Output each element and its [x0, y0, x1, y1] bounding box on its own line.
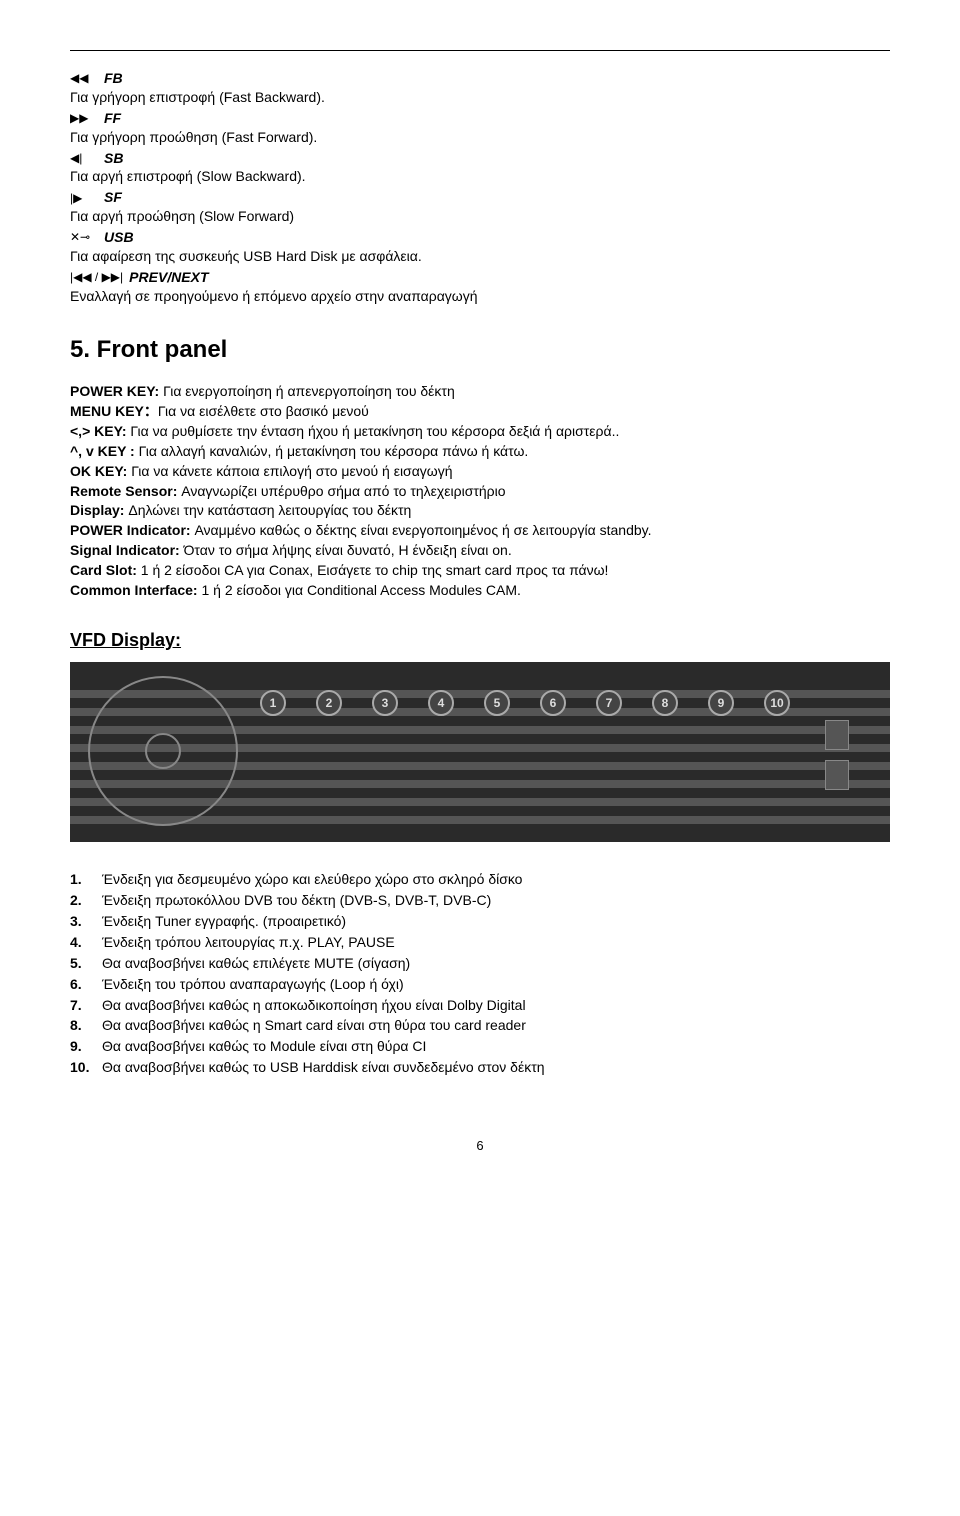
key-icon: ▶▶: [70, 110, 98, 126]
key-desc: Για αφαίρεση της συσκευής USB Hard Disk …: [70, 247, 890, 266]
vfd-title: VFD Display:: [70, 628, 890, 652]
key-icon: ◀◀: [70, 70, 98, 86]
top-rule: [70, 50, 890, 51]
key-label: SB: [104, 149, 123, 168]
front-panel-entry: ^, v KEY : Για αλλαγή καναλιών, ή μετακί…: [70, 442, 890, 461]
front-panel-block: POWER KEY: Για ενεργοποίηση ή απενεργοπο…: [70, 382, 890, 600]
vfd-disk-inner: [145, 733, 181, 769]
entry-text: Αναγνωρίζει υπέρυθρο σήμα από το τηλεχει…: [177, 483, 505, 499]
key-icon: ◀|: [70, 150, 98, 166]
vfd-list-item: Ένδειξη Tuner εγγραφής. (προαιρετικό): [70, 912, 890, 931]
key-desc: Για αργή επιστροφή (Slow Backward).: [70, 167, 890, 186]
vfd-legend-list: Ένδειξη για δεσμευμένο χώρο και ελεύθερο…: [70, 870, 890, 1077]
entry-text: Όταν το σήμα λήψης είναι δυνατό, Η ένδει…: [180, 542, 512, 558]
vfd-list-item: Θα αναβοσβήνει καθώς το Module είναι στη…: [70, 1037, 890, 1056]
vfd-list-item: Ένδειξη τρόπου λειτουργίας π.χ. PLAY, PA…: [70, 933, 890, 952]
entry-key: ^, v KEY :: [70, 443, 135, 459]
vfd-marker: 6: [540, 690, 566, 716]
key-label: PREV/NEXT: [129, 268, 208, 287]
key-desc: Για αργή προώθηση (Slow Forward): [70, 207, 890, 226]
vfd-marker: 10: [764, 690, 790, 716]
entry-key: MENU KEY：: [70, 403, 158, 419]
remote-key-row: |◀◀ / ▶▶| PREV/NEXT: [70, 268, 890, 287]
entry-text: Για να ρυθμίσετε την ένταση ήχου ή μετακ…: [127, 423, 620, 439]
entry-key: Display:: [70, 502, 124, 518]
remote-key-row: ◀◀ FB: [70, 69, 890, 88]
remote-keys-block: ◀◀ FBΓια γρήγορη επιστροφή (Fast Backward…: [70, 69, 890, 306]
remote-key-row: ▶▶ FF: [70, 109, 890, 128]
vfd-list-item: Θα αναβοσβήνει καθώς η αποκωδικοποίηση ή…: [70, 996, 890, 1015]
entry-text: Για αλλαγή καναλιών, ή μετακίνηση του κέ…: [135, 443, 529, 459]
key-label: SF: [104, 188, 122, 207]
vfd-marker: 3: [372, 690, 398, 716]
vfd-list-item: Θα αναβοσβήνει καθώς το USB Harddisk είν…: [70, 1058, 890, 1077]
vfd-marker: 7: [596, 690, 622, 716]
vfd-list-item: Ένδειξη του τρόπου αναπαραγωγής (Loop ή …: [70, 975, 890, 994]
vfd-list-item: Ένδειξη πρωτοκόλλου DVB του δέκτη (DVB-S…: [70, 891, 890, 910]
vfd-marker: 5: [484, 690, 510, 716]
entry-text: 1 ή 2 είσοδοι για Conditional Access Mod…: [198, 582, 521, 598]
front-panel-entry: <,> KEY: Για να ρυθμίσετε την ένταση ήχο…: [70, 422, 890, 441]
entry-key: OK KEY:: [70, 463, 127, 479]
vfd-list-item: Θα αναβοσβήνει καθώς η Smart card είναι …: [70, 1016, 890, 1035]
entry-text: Για να εισέλθετε στο βασικό μενού: [158, 403, 369, 419]
key-icon: |◀◀ / ▶▶|: [70, 269, 123, 285]
entry-key: Signal Indicator:: [70, 542, 180, 558]
key-desc: Για γρήγορη προώθηση (Fast Forward).: [70, 128, 890, 147]
front-panel-entry: Card Slot: 1 ή 2 είσοδοι CA για Conax, Ε…: [70, 561, 890, 580]
front-panel-entry: MENU KEY：Για να εισέλθετε στο βασικό μεν…: [70, 402, 890, 421]
entry-text: 1 ή 2 είσοδοι CA για Conax, Εισάγετε το …: [137, 562, 609, 578]
key-label: FF: [104, 109, 121, 128]
vfd-marker: 4: [428, 690, 454, 716]
entry-key: POWER KEY:: [70, 383, 159, 399]
entry-text: Για ενεργοποίηση ή απενεργοποίηση του δέ…: [159, 383, 455, 399]
vfd-rect: [825, 720, 849, 750]
key-desc: Εναλλαγή σε προηγούμενο ή επόμενο αρχείο…: [70, 287, 890, 306]
key-label: USB: [104, 228, 134, 247]
key-icon: ✕⊸: [70, 229, 98, 245]
key-label: FB: [104, 69, 123, 88]
entry-key: Card Slot:: [70, 562, 137, 578]
entry-key: POWER Indicator:: [70, 522, 191, 538]
front-panel-entry: Signal Indicator: Όταν το σήμα λήψης είν…: [70, 541, 890, 560]
vfd-list-item: Θα αναβοσβήνει καθώς επιλέγετε MUTE (σίγ…: [70, 954, 890, 973]
remote-key-row: ✕⊸ USB: [70, 228, 890, 247]
vfd-marker: 8: [652, 690, 678, 716]
key-desc: Για γρήγορη επιστροφή (Fast Backward).: [70, 88, 890, 107]
vfd-marker: 2: [316, 690, 342, 716]
front-panel-entry: POWER KEY: Για ενεργοποίηση ή απενεργοπο…: [70, 382, 890, 401]
vfd-marker: 1: [260, 690, 286, 716]
key-icon: |▶: [70, 190, 98, 206]
entry-text: Για να κάνετε κάποια επιλογή στο μενού ή…: [127, 463, 452, 479]
front-panel-entry: POWER Indicator: Αναμμένο καθώς ο δέκτης…: [70, 521, 890, 540]
front-panel-entry: Display: Δηλώνει την κατάσταση λειτουργί…: [70, 501, 890, 520]
vfd-marker: 9: [708, 690, 734, 716]
front-panel-entry: Common Interface: 1 ή 2 είσοδοι για Cond…: [70, 581, 890, 600]
entry-text: Αναμμένο καθώς ο δέκτης είναι ενεργοποιη…: [191, 522, 652, 538]
remote-key-row: ◀| SB: [70, 149, 890, 168]
remote-key-row: |▶ SF: [70, 188, 890, 207]
vfd-list-item: Ένδειξη για δεσμευμένο χώρο και ελεύθερο…: [70, 870, 890, 889]
front-panel-entry: Remote Sensor: Αναγνωρίζει υπέρυθρο σήμα…: [70, 482, 890, 501]
entry-text: Δηλώνει την κατάσταση λειτουργίας του δέ…: [124, 502, 411, 518]
entry-key: Common Interface:: [70, 582, 198, 598]
entry-key: <,> KEY:: [70, 423, 127, 439]
section-5-title: 5. Front panel: [70, 334, 890, 366]
front-panel-entry: OK KEY: Για να κάνετε κάποια επιλογή στο…: [70, 462, 890, 481]
page-number: 6: [70, 1137, 890, 1155]
vfd-rect: [825, 760, 849, 790]
vfd-display-graphic: 1 2 3 4 5 6 7 8 9 10: [70, 662, 890, 842]
entry-key: Remote Sensor:: [70, 483, 177, 499]
